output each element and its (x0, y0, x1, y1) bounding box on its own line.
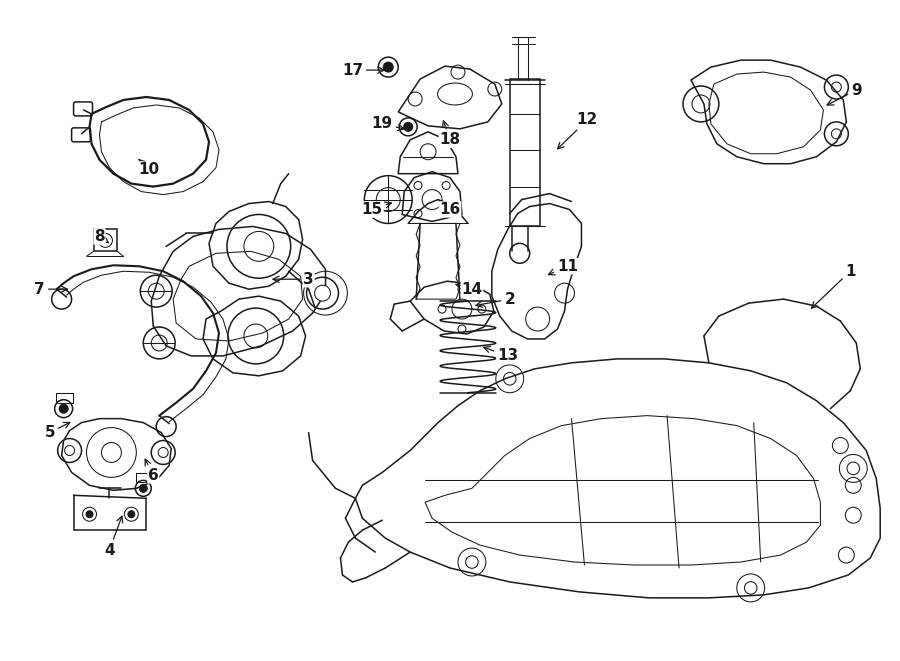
Text: 5: 5 (44, 422, 70, 440)
Text: 12: 12 (558, 112, 598, 149)
Circle shape (140, 485, 148, 492)
Circle shape (83, 507, 96, 521)
Circle shape (315, 285, 330, 301)
Text: 14: 14 (456, 282, 482, 297)
Text: 1: 1 (812, 264, 856, 308)
Text: 11: 11 (548, 258, 578, 275)
Circle shape (404, 122, 413, 132)
Text: 2: 2 (476, 292, 515, 307)
Text: 6: 6 (145, 459, 158, 483)
Text: 3: 3 (273, 272, 314, 287)
Circle shape (59, 404, 68, 413)
Text: 4: 4 (104, 516, 122, 558)
Text: 17: 17 (342, 63, 384, 77)
Text: 18: 18 (439, 121, 461, 147)
Circle shape (128, 511, 135, 518)
Text: 10: 10 (139, 159, 160, 177)
Text: 7: 7 (34, 282, 68, 297)
Text: 13: 13 (484, 346, 518, 364)
Text: 8: 8 (94, 229, 108, 244)
Text: 9: 9 (827, 83, 861, 105)
Text: 16: 16 (439, 200, 461, 217)
Circle shape (383, 62, 393, 72)
Text: 15: 15 (362, 202, 392, 217)
Text: 19: 19 (372, 116, 404, 132)
Circle shape (86, 511, 93, 518)
Circle shape (124, 507, 139, 521)
